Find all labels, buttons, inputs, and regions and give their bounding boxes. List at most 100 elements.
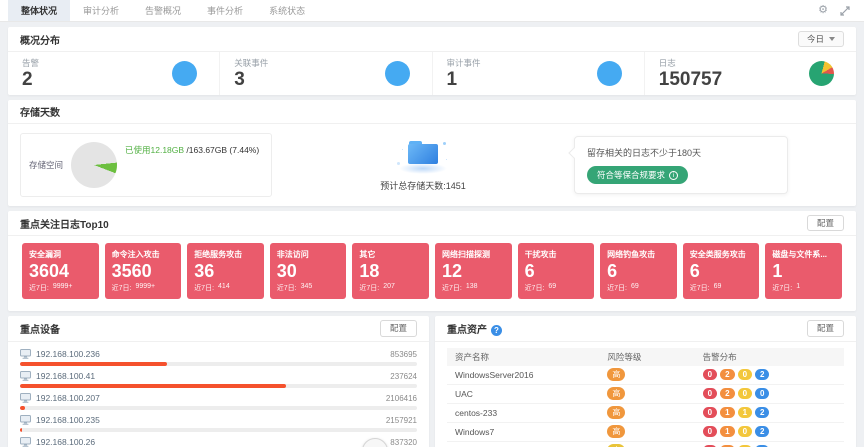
storage-usage-text: 已使用12.18GB /163.67GB (7.44%) (125, 144, 259, 156)
stat-audit-events: 审计事件 1 (431, 52, 644, 96)
log-card[interactable]: 非法访问 30 近7日: 345 (269, 243, 347, 300)
asset-name: Windows7 (455, 426, 495, 437)
log-card[interactable]: 安全漏洞 3604 近7日: 9999+ (22, 243, 99, 300)
device-ip[interactable]: 192.168.100.236 (36, 348, 100, 359)
device-log-count: 237624 (390, 371, 417, 381)
computer-icon (20, 415, 31, 425)
stat-logs: 日志 150757 (643, 52, 856, 96)
devices-config-button[interactable]: 配置 (379, 320, 417, 337)
expand-icon[interactable] (840, 5, 850, 16)
compliance-note-card: 留存相关的日志不少于180天 符合等保合规要求 i (568, 136, 788, 195)
events-circle-icon (384, 61, 410, 87)
alert-badge-low: 2 (755, 426, 770, 438)
computer-icon (20, 371, 31, 381)
top-logs-list: 安全漏洞 3604 近7日: 9999+ 命令注入攻击 3560 近7日: 9999… (8, 236, 856, 311)
column-asset-name: 资产名称 (455, 351, 490, 362)
settings-gear-icon[interactable]: ⚙ (818, 4, 828, 16)
device-bar-track (20, 383, 417, 388)
tab-event-analysis[interactable]: 事件分析 (207, 6, 244, 16)
tab-overall-status[interactable]: 整体状况 (8, 0, 71, 21)
alert-badge-critical: 0 (702, 388, 718, 400)
top-logs-card: 重点关注日志Top10 配置 安全漏洞 3604 近7日: 9999+ 命令注入攻… (8, 211, 856, 312)
log-card[interactable]: 拒绝服务攻击 36 近7日: 414 (187, 243, 264, 300)
device-bar-track (20, 405, 417, 410)
alert-badge-medium: 0 (737, 426, 753, 438)
alert-badge-high: 2 (720, 388, 735, 400)
asset-name: 192.168.108.11 (455, 446, 607, 447)
alert-badge-medium: 0 (737, 388, 753, 400)
device-bar-fill (20, 427, 22, 432)
device-bar-fill (20, 361, 167, 366)
asset-row[interactable]: WindowsServer2016 高 0 2 0 2 (447, 366, 844, 385)
device-bar-track (20, 361, 417, 366)
tab-system-status[interactable]: 系统状态 (269, 6, 306, 16)
alerts-circle-icon (172, 61, 198, 87)
audit-circle-icon (596, 61, 622, 87)
computer-icon (20, 349, 31, 359)
logs-pie-icon (809, 61, 834, 87)
storage-days-block: 预计总存储天数:1451 (272, 138, 574, 192)
alert-badge-critical: 0 (702, 407, 718, 419)
device-ip[interactable]: 192.168.100.26 (36, 436, 96, 447)
tab-audit-analysis[interactable]: 审计分析 (83, 6, 120, 16)
overview-title: 概况分布 (20, 35, 60, 47)
device-log-count: 2106416 (385, 393, 417, 403)
log-card[interactable]: 磁盘与文件系... 1 近7日: 1 (765, 243, 842, 300)
asset-row[interactable]: UAC 高 0 2 0 0 (447, 385, 844, 404)
asset-row[interactable]: Windows7 高 0 1 0 2 (447, 423, 844, 442)
storage-card: 存储天数 存储空间 已使用12.18GB /163.67GB (7.44%) 预… (8, 100, 856, 207)
log-card[interactable]: 干扰攻击 6 近7日: 69 (517, 243, 595, 300)
stat-label: 日志 (658, 58, 676, 69)
risk-badge: 高 (607, 368, 626, 382)
risk-badge: 高 (607, 425, 626, 439)
assets-config-button[interactable]: 配置 (806, 320, 844, 337)
computer-icon (20, 393, 31, 403)
device-ip[interactable]: 192.168.100.235 (36, 414, 100, 425)
stat-label: 审计事件 (446, 58, 481, 69)
stat-value: 3 (234, 69, 245, 91)
storage-days-text: 预计总存储天数:1451 (380, 181, 466, 192)
key-assets-title: 重点资产? (447, 321, 502, 336)
alert-badge-high: 1 (720, 426, 735, 438)
device-row: 192.168.100.26 837320 (20, 437, 417, 447)
top-tab-bar: 整体状况 审计分析 告警概况 事件分析 系统状态 ⚙ (0, 0, 864, 22)
compliance-badge-button[interactable]: 符合等保合规要求 i (587, 166, 689, 185)
storage-total-text: /163.67GB (7.44%) (184, 145, 260, 156)
storage-space-label: 存储空间 (29, 160, 64, 171)
log-card[interactable]: 网络扫描探测 12 近7日: 138 (434, 243, 512, 300)
asset-row[interactable]: centos-233 高 0 1 1 2 (447, 404, 844, 423)
asset-name: WindowsServer2016 (455, 369, 534, 380)
device-row: 192.168.100.236 853695 (20, 349, 417, 366)
stat-correlated-events: 关联事件 3 (219, 52, 431, 96)
overview-card: 概况分布 今日 告警 2 关联事件 3 审计事件 1 日志 150757 (8, 27, 856, 96)
device-row: 192.168.100.41 237624 (20, 371, 417, 388)
alert-badge-low: 2 (755, 369, 770, 381)
alert-badge-low: 2 (755, 407, 770, 419)
device-ip[interactable]: 192.168.100.207 (36, 392, 100, 403)
info-icon: i (669, 170, 679, 180)
device-ip[interactable]: 192.168.100.41 (36, 370, 96, 381)
log-card[interactable]: 其它 18 近7日: 207 (352, 243, 429, 300)
asset-name: UAC (455, 388, 473, 399)
column-risk-level: 风险等级 (607, 351, 642, 362)
device-log-count: 853695 (390, 349, 417, 359)
assets-table-header: 资产名称 风险等级 告警分布 (447, 347, 844, 366)
stat-value: 1 (446, 69, 458, 91)
help-icon[interactable]: ? (491, 324, 502, 336)
storage-used-text: 已使用12.18GB (125, 145, 185, 156)
tab-alert-overview[interactable]: 告警概况 (145, 6, 182, 16)
key-devices-card: 重点设备 配置 192.168.100.236 853695 192.168.1… (8, 316, 429, 447)
asset-row[interactable]: 192.168.108.11 中 0 0 1 0 (447, 442, 844, 447)
computer-icon (20, 437, 31, 447)
device-bar-track (20, 427, 417, 432)
top-logs-title: 重点关注日志Top10 (20, 219, 109, 231)
compliance-note-text: 留存相关的日志不少于180天 (587, 148, 702, 159)
log-card[interactable]: 命令注入攻击 3560 近7日: 9999+ (104, 243, 182, 300)
device-bar-fill (20, 405, 25, 410)
top-logs-config-button[interactable]: 配置 (806, 215, 844, 232)
alert-badge-critical: 0 (702, 426, 718, 438)
date-range-dropdown[interactable]: 今日 (797, 31, 844, 48)
alert-badge-high: 1 (720, 407, 735, 419)
log-card[interactable]: 网络钓鱼攻击 6 近7日: 69 (600, 243, 677, 300)
log-card[interactable]: 安全类服务攻击 6 近7日: 69 (682, 243, 760, 300)
